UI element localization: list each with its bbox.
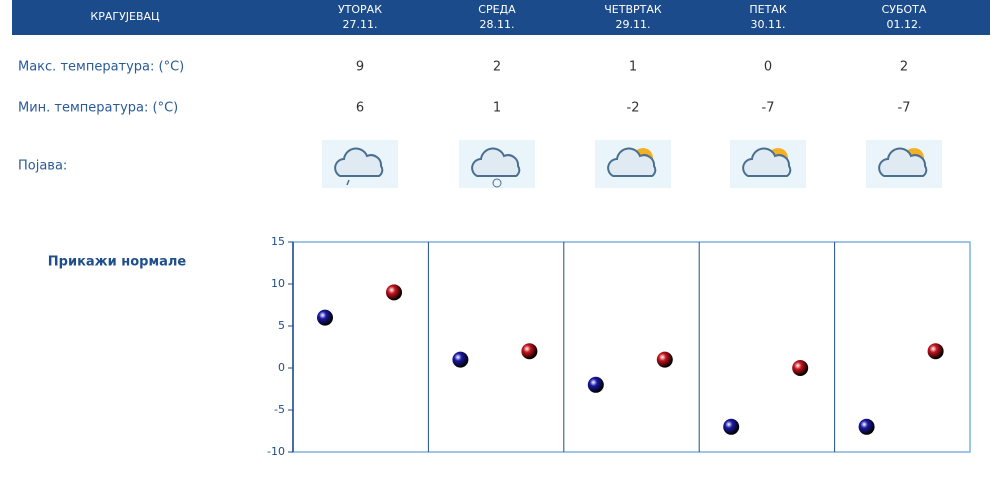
day-date: 30.11. <box>751 18 786 31</box>
weather-icon <box>322 140 398 188</box>
cloud <box>607 147 657 177</box>
table-value: 0 <box>764 60 772 75</box>
day-name: СУБОТА <box>882 3 927 16</box>
temperature-point <box>587 376 604 393</box>
cloud <box>334 147 384 177</box>
table-value: 9 <box>356 60 364 75</box>
table-value: 2 <box>900 60 908 75</box>
temperature-point <box>723 418 740 435</box>
header-band <box>12 0 990 35</box>
phenomenon-label: Појава: <box>18 159 67 174</box>
day-name: ПЕТАК <box>749 3 786 16</box>
day-name: ЧЕТВРТАК <box>604 3 662 16</box>
table-value: -7 <box>898 101 911 116</box>
rain <box>346 179 350 186</box>
day-name: УТОРАК <box>338 3 382 16</box>
day-date: 28.11. <box>480 18 515 31</box>
day-date: 27.11. <box>343 18 378 31</box>
weather-icon <box>730 140 806 188</box>
weather-icon <box>459 140 535 188</box>
y-tick-label: 5 <box>278 319 285 332</box>
temperature-point <box>792 360 809 376</box>
temperature-point <box>521 343 538 360</box>
table-value: 1 <box>493 101 501 116</box>
weather-icon <box>866 140 942 188</box>
temperature-point <box>386 284 402 301</box>
table-value: -2 <box>627 101 640 116</box>
temperature-point <box>452 351 469 368</box>
table-value: 6 <box>356 101 364 116</box>
day-date: 29.11. <box>616 18 651 31</box>
weather-icon <box>595 140 671 188</box>
temperature-point <box>317 309 333 326</box>
y-tick-label: 10 <box>271 277 285 290</box>
y-tick-label: -5 <box>274 403 285 416</box>
y-tick-label: -10 <box>267 445 285 458</box>
normals-link[interactable]: Прикажи нормале <box>48 255 187 270</box>
day-date: 01.12. <box>887 18 922 31</box>
table-value: -7 <box>762 101 775 116</box>
temperature-point <box>927 343 944 360</box>
city-name: КРАГУЈЕВАЦ <box>90 10 160 23</box>
plot-area <box>292 241 971 453</box>
cloud <box>878 147 928 177</box>
y-tick-label: 0 <box>278 361 285 374</box>
cloud <box>742 147 792 177</box>
y-tick-label: 15 <box>271 235 285 248</box>
cloud <box>471 147 521 177</box>
table-value: 2 <box>493 60 501 75</box>
row-label: Мин. температура: (°C) <box>18 101 178 116</box>
day-name: СРЕДА <box>478 3 516 16</box>
snow <box>492 178 502 188</box>
temperature-point <box>858 418 875 435</box>
temperature-point <box>656 351 673 368</box>
row-label: Макс. температура: (°C) <box>18 60 184 75</box>
table-value: 1 <box>629 60 637 75</box>
